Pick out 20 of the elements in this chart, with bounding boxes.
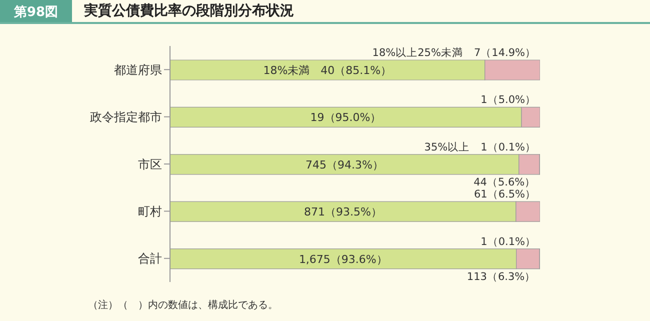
y-tick-label: 合計 [138,252,162,266]
text: 35%以上 1（0.1%） [424,141,536,154]
y-tick-label: 市区 [138,157,162,172]
data-label: 19（95.0%） [310,111,382,124]
chart-title: 実質公債費比率の段階別分布状況 [84,2,294,20]
text: 18%以上25%未満 7（14.9%） [372,47,536,59]
y-tick-label: 都道府県 [114,62,162,77]
data-label: 61（6.5%） [474,188,536,201]
y-tick-label: 町村 [138,204,162,218]
data-label: 871（93.5%） [304,206,382,219]
text: 第98図 [0,0,72,22]
text: （注）（ ）内の数値は、構成比である。 [88,298,278,312]
data-label: 113（6.3%） [466,270,536,283]
data-label: 1（0.1%） [480,236,536,248]
text: 18%未満 40（85.1%） [263,64,392,77]
data-label: 745（94.3%） [305,158,384,172]
data-label: 1,675（93.6%） [298,252,388,266]
y-tick-label: 政令指定都市 [90,110,162,124]
data-label: 44（5.6%） [474,176,536,188]
data-label: 1（5.0%） [480,94,536,106]
